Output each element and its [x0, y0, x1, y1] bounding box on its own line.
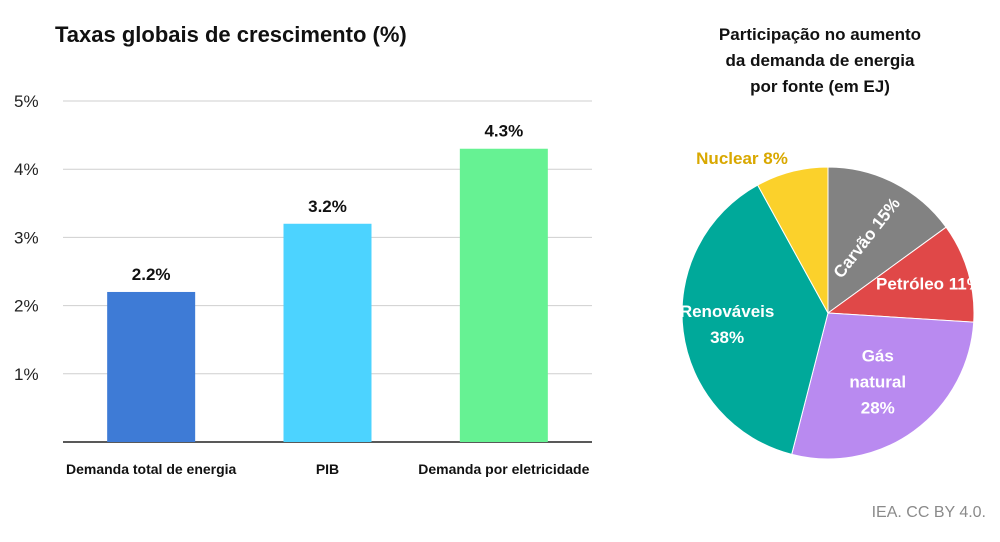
- bar: [283, 223, 372, 442]
- pie-slice: [791, 312, 975, 460]
- bar: [107, 291, 196, 442]
- pie-slice-label-line: Gás: [862, 347, 894, 366]
- source-credit: IEA. CC BY 4.0.: [871, 504, 986, 521]
- pie-slice-label-line: Nuclear 8%: [696, 149, 788, 168]
- pie-slice-label-line: Renováveis: [680, 302, 775, 321]
- x-category-label: Demanda por eletricidade: [418, 461, 589, 477]
- x-category-label: PIB: [316, 461, 339, 477]
- bar-chart-title: Taxas globais de crescimento (%): [55, 22, 407, 47]
- pie-title-line: Participação no aumento: [718, 25, 922, 44]
- pie-title-line: por fonte (em EJ): [750, 77, 890, 96]
- pie-slice-label-line: 38%: [710, 328, 744, 347]
- pie-slice-label: Nuclear 8%: [696, 149, 788, 168]
- pie-slice: [827, 166, 947, 314]
- bar-value-label: 4.3%: [484, 122, 523, 141]
- pie-slice-label-line: 28%: [861, 399, 895, 418]
- pie-slice: [826, 226, 975, 323]
- bar-value-label: 2.2%: [132, 265, 171, 284]
- pie-slice: [756, 166, 829, 314]
- pie-slice-label: Petróleo 11%: [876, 275, 982, 294]
- y-tick-label: 4%: [14, 160, 39, 179]
- pie-slice: [681, 184, 829, 456]
- x-category-label: Demanda total de energia: [66, 461, 237, 477]
- bar-chart: 1% 2% 3% 4% 5% 2.2% Demanda total de energia 3.…: [14, 92, 592, 477]
- pie-slice-label-line: natural: [849, 373, 906, 392]
- pie-title-line: da demanda de energia: [725, 51, 915, 70]
- pie-slice-label: Renováveis 38%: [680, 302, 775, 347]
- pie-chart: Carvão 15%Petróleo 11%Gás natural 28%Renov…: [680, 149, 982, 460]
- y-tick-label: 3%: [14, 228, 39, 247]
- pie-slice-label-line: Petróleo 11%: [876, 275, 982, 294]
- y-tick-label: 5%: [14, 92, 39, 111]
- bar: [459, 148, 548, 443]
- y-tick-label: 2%: [14, 297, 39, 316]
- bar-value-label: 3.2%: [308, 197, 347, 216]
- pie-chart-title: Participação no aumento da demanda de en…: [660, 22, 980, 100]
- y-tick-label: 1%: [14, 365, 39, 384]
- pie-slice-label: Gás natural 28%: [849, 347, 906, 418]
